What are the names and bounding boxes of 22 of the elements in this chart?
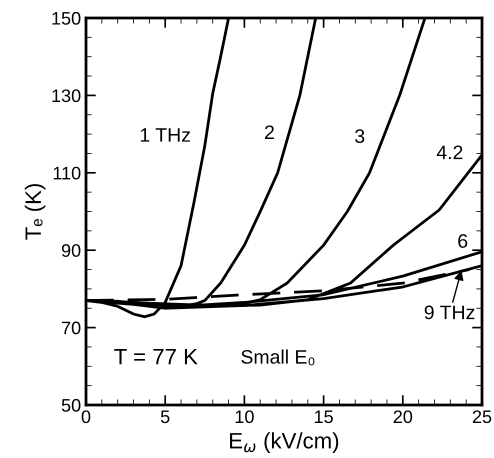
annotation: 1 THz: [140, 128, 190, 142]
y-tick-label: 110: [54, 166, 80, 180]
annotation: 6: [458, 234, 468, 248]
annotation: 3: [355, 129, 364, 144]
x-tick-label: 0: [82, 410, 90, 424]
x-axis-title: E$_{ω}$ (kV/cm): [230, 432, 338, 453]
annotation: 2: [265, 125, 274, 139]
annotation: Small E₀: [241, 349, 314, 366]
annotation: T = 77 K: [114, 349, 198, 364]
y-tick-label: 130: [52, 89, 80, 102]
y-tick-label: 70: [62, 322, 80, 334]
y-tick-label: 50: [62, 398, 80, 412]
y-tick-label: 150: [52, 12, 80, 25]
x-tick-label: 5: [160, 410, 170, 424]
y-axis-title: Tₑ (K): [24, 184, 46, 240]
annotation: 9 THz: [424, 305, 474, 320]
annotation: 4.2: [436, 146, 462, 160]
x-tick-label: 25: [472, 410, 492, 424]
x-tick-label: 10: [236, 410, 254, 424]
x-tick-label: 20: [394, 410, 412, 424]
x-tick-label: 15: [314, 410, 333, 424]
y-tick-label: 90: [62, 244, 80, 257]
